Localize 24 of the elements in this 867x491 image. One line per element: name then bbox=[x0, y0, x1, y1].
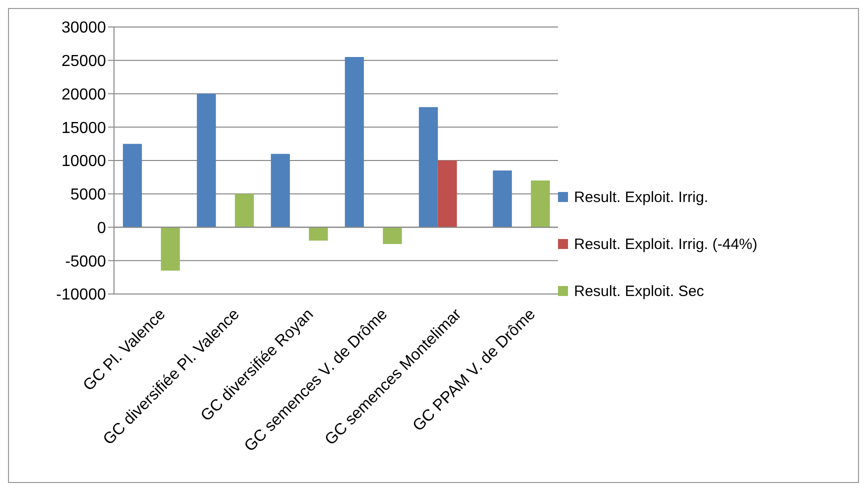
bar bbox=[492, 170, 512, 228]
bar bbox=[530, 180, 550, 228]
bar bbox=[234, 194, 254, 228]
bar bbox=[382, 227, 402, 244]
y-tick-label: 30000 bbox=[62, 20, 106, 37]
bar bbox=[344, 57, 364, 228]
bar bbox=[418, 107, 438, 228]
y-tick-label: 0 bbox=[97, 220, 106, 237]
legend-label: Result. Exploit. Irrig. (-44%) bbox=[574, 236, 758, 252]
bar bbox=[160, 227, 180, 271]
legend-label: Result. Exploit. Sec bbox=[574, 282, 704, 300]
legend-label: Result. Exploit. Irrig. bbox=[574, 188, 708, 206]
y-tick-label: 10000 bbox=[62, 153, 106, 170]
y-tick-label: 20000 bbox=[62, 86, 106, 104]
bar bbox=[196, 94, 216, 228]
y-tick-label: -10000 bbox=[56, 286, 106, 304]
bar bbox=[122, 144, 142, 228]
y-tick-label: 5000 bbox=[70, 186, 106, 204]
y-tick-label: 25000 bbox=[62, 53, 106, 70]
y-tick-label: 15000 bbox=[62, 120, 106, 137]
bar bbox=[270, 154, 290, 228]
bar bbox=[438, 160, 457, 228]
bar bbox=[308, 227, 328, 241]
y-tick-label: -5000 bbox=[65, 253, 106, 270]
